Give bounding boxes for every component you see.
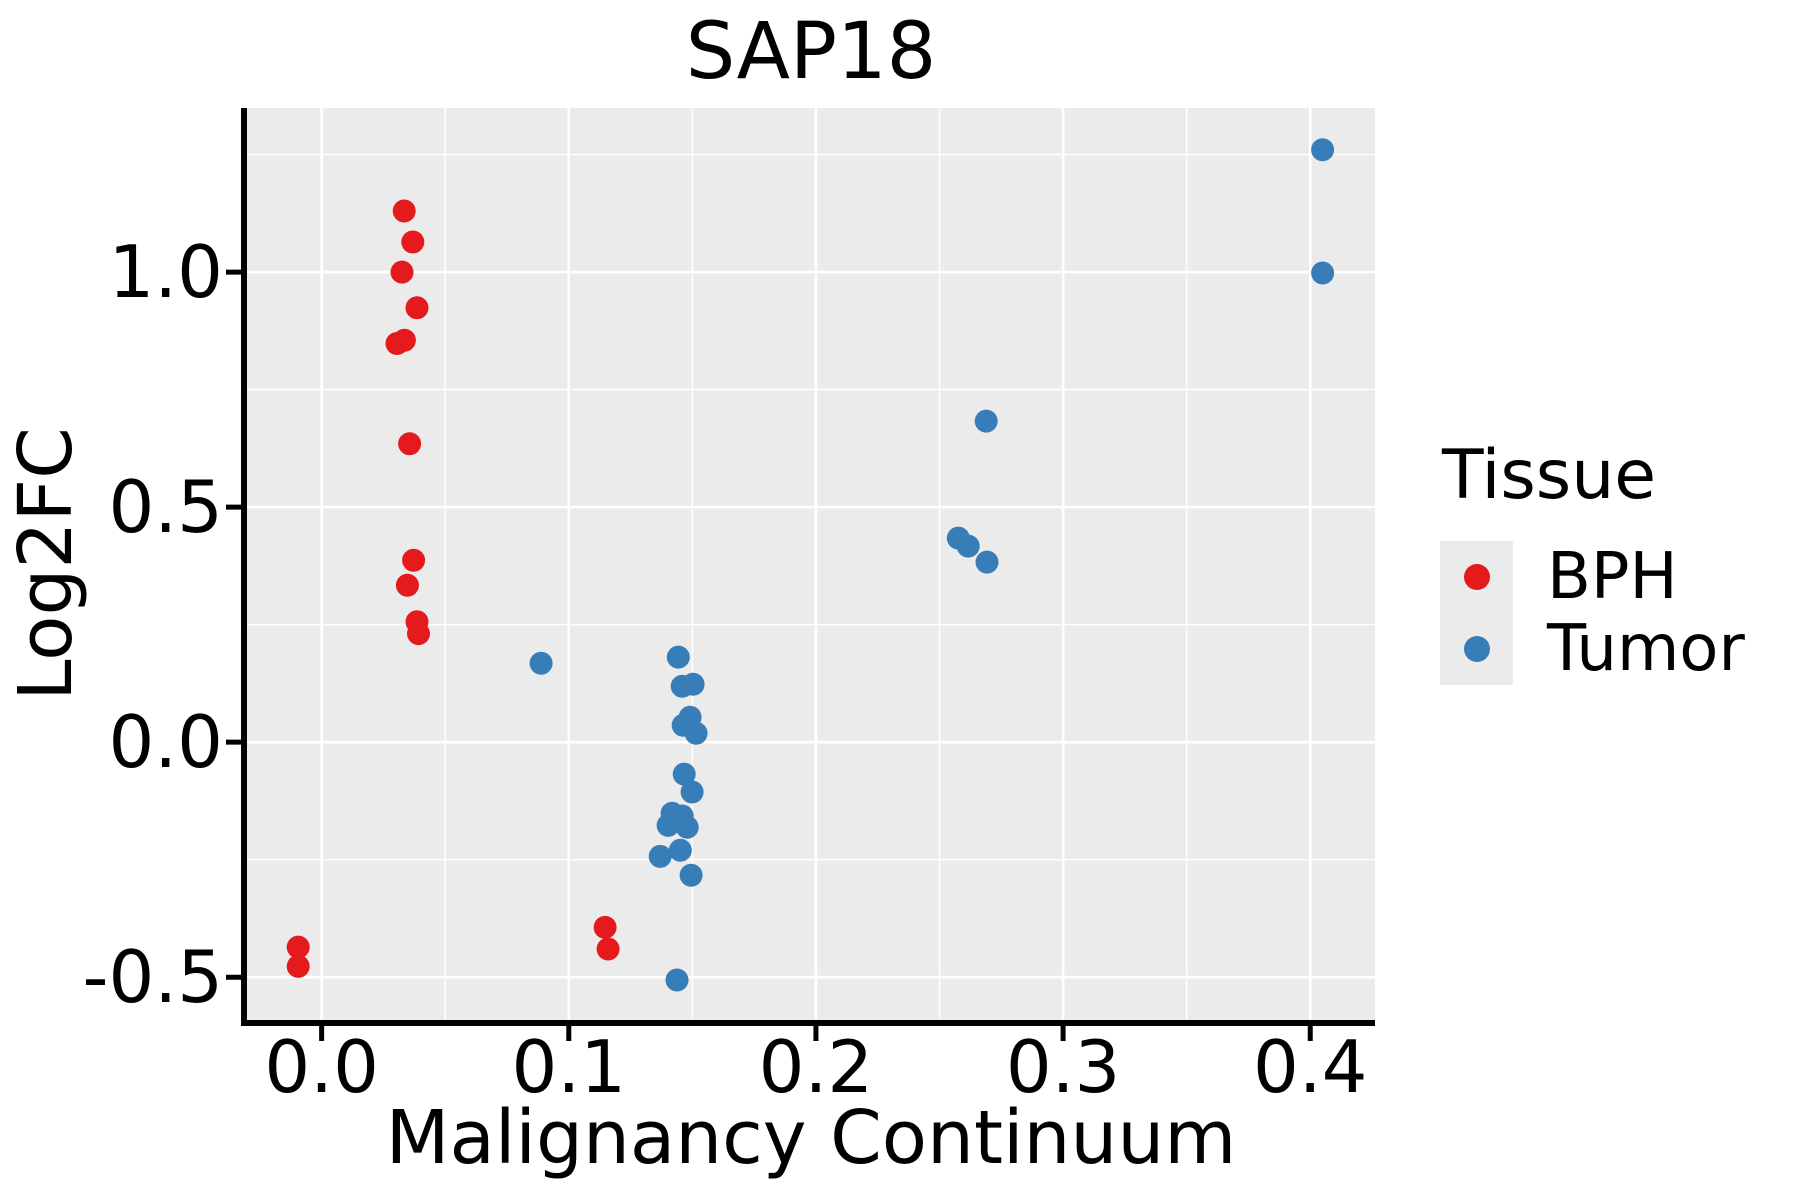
legend-label-bph: BPH [1547,540,1678,615]
legend-key-tumor [1440,613,1513,686]
data-point-bph [398,432,422,456]
legend-title: Tissue [1442,436,1657,515]
legend: Tissue BPH Tumor [1440,436,1745,687]
data-point-bph [596,937,620,961]
data-point-bph [392,199,416,223]
x-tick-label: 0.1 [512,1025,627,1109]
y-tick-label: 0.5 [108,465,223,549]
data-point-tumor [675,815,699,839]
tumor-dot-icon [1463,636,1490,663]
data-point-bph [286,935,310,959]
data-point-tumor [665,968,689,992]
data-point-bph [593,915,617,939]
legend-row-bph: BPH [1440,540,1745,615]
data-point-tumor [956,534,980,558]
data-point-bph [401,230,425,254]
data-point-tumor [684,721,708,745]
legend-row-tumor: Tumor [1440,612,1745,687]
data-point-bph [395,573,419,597]
data-point-bph [402,548,426,572]
x-axis-title: Malignancy Continuum [385,1095,1237,1181]
y-tick-label: 1.0 [108,230,223,314]
y-tick-label: 0.0 [108,700,223,784]
data-point-tumor [1311,138,1335,162]
legend-key-bph [1440,541,1513,614]
data-point-tumor [672,762,696,786]
y-tick-label: -0.5 [83,935,223,1019]
x-tick-label: 0.4 [1253,1025,1368,1109]
data-point-bph [392,328,416,352]
data-point-bph [286,954,310,978]
x-tick-label: 0.0 [264,1025,379,1109]
data-point-tumor [668,838,692,862]
data-point-tumor [974,409,998,433]
x-tick-label: 0.2 [759,1025,874,1109]
data-point-tumor [681,672,705,696]
chart-title: SAP18 [685,7,937,97]
data-point-tumor [1311,261,1335,285]
x-tick-label: 0.3 [1006,1025,1121,1109]
data-point-tumor [656,813,680,837]
data-point-tumor [529,651,553,675]
data-point-tumor [680,780,704,804]
data-point-tumor [648,844,672,868]
bph-dot-icon [1463,564,1490,591]
data-point-tumor [975,550,999,574]
data-point-bph [405,296,429,320]
y-axis-title: Log2FC [3,427,89,701]
axis-lines [241,108,1375,1026]
legend-label-tumor: Tumor [1547,612,1745,687]
data-point-bph [407,622,430,646]
data-point-tumor [666,645,690,669]
data-point-bph [390,260,414,284]
data-point-tumor [679,863,703,887]
